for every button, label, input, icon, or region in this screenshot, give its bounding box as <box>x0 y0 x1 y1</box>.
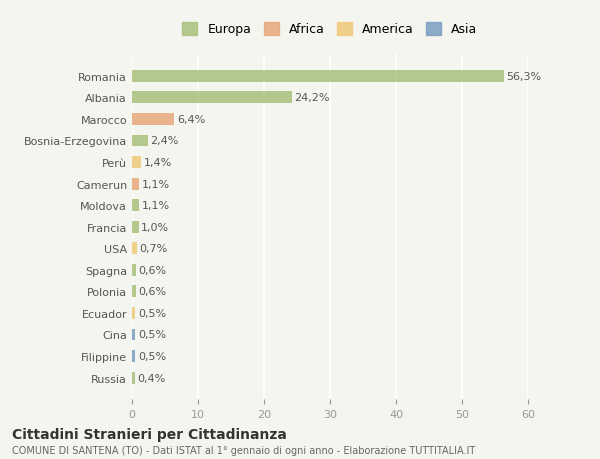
Text: 0,6%: 0,6% <box>139 287 167 297</box>
Text: 0,6%: 0,6% <box>139 265 167 275</box>
Bar <box>132 200 139 212</box>
Text: 0,5%: 0,5% <box>138 351 166 361</box>
Bar <box>132 286 136 297</box>
Bar <box>132 71 503 83</box>
Text: COMUNE DI SANTENA (TO) - Dati ISTAT al 1° gennaio di ogni anno - Elaborazione TU: COMUNE DI SANTENA (TO) - Dati ISTAT al 1… <box>12 446 475 455</box>
Legend: Europa, Africa, America, Asia: Europa, Africa, America, Asia <box>176 17 484 43</box>
Text: 0,5%: 0,5% <box>138 330 166 340</box>
Bar <box>132 308 136 319</box>
Bar <box>132 264 136 276</box>
Bar <box>132 221 139 233</box>
Bar <box>132 350 136 362</box>
Bar <box>132 372 134 384</box>
Text: 0,4%: 0,4% <box>137 373 166 383</box>
Text: 2,4%: 2,4% <box>151 136 179 146</box>
Text: Cittadini Stranieri per Cittadinanza: Cittadini Stranieri per Cittadinanza <box>12 427 287 442</box>
Text: 56,3%: 56,3% <box>506 72 541 82</box>
Text: 1,1%: 1,1% <box>142 179 170 189</box>
Bar <box>132 157 141 168</box>
Bar <box>132 114 174 126</box>
Text: 1,1%: 1,1% <box>142 201 170 211</box>
Text: 24,2%: 24,2% <box>295 93 330 103</box>
Text: 0,5%: 0,5% <box>138 308 166 318</box>
Bar <box>132 135 148 147</box>
Text: 1,4%: 1,4% <box>144 158 172 168</box>
Bar <box>132 178 139 190</box>
Text: 0,7%: 0,7% <box>139 244 167 254</box>
Bar <box>132 243 137 255</box>
Bar <box>132 329 136 341</box>
Bar <box>132 92 292 104</box>
Text: 6,4%: 6,4% <box>177 115 205 125</box>
Text: 1,0%: 1,0% <box>141 222 169 232</box>
